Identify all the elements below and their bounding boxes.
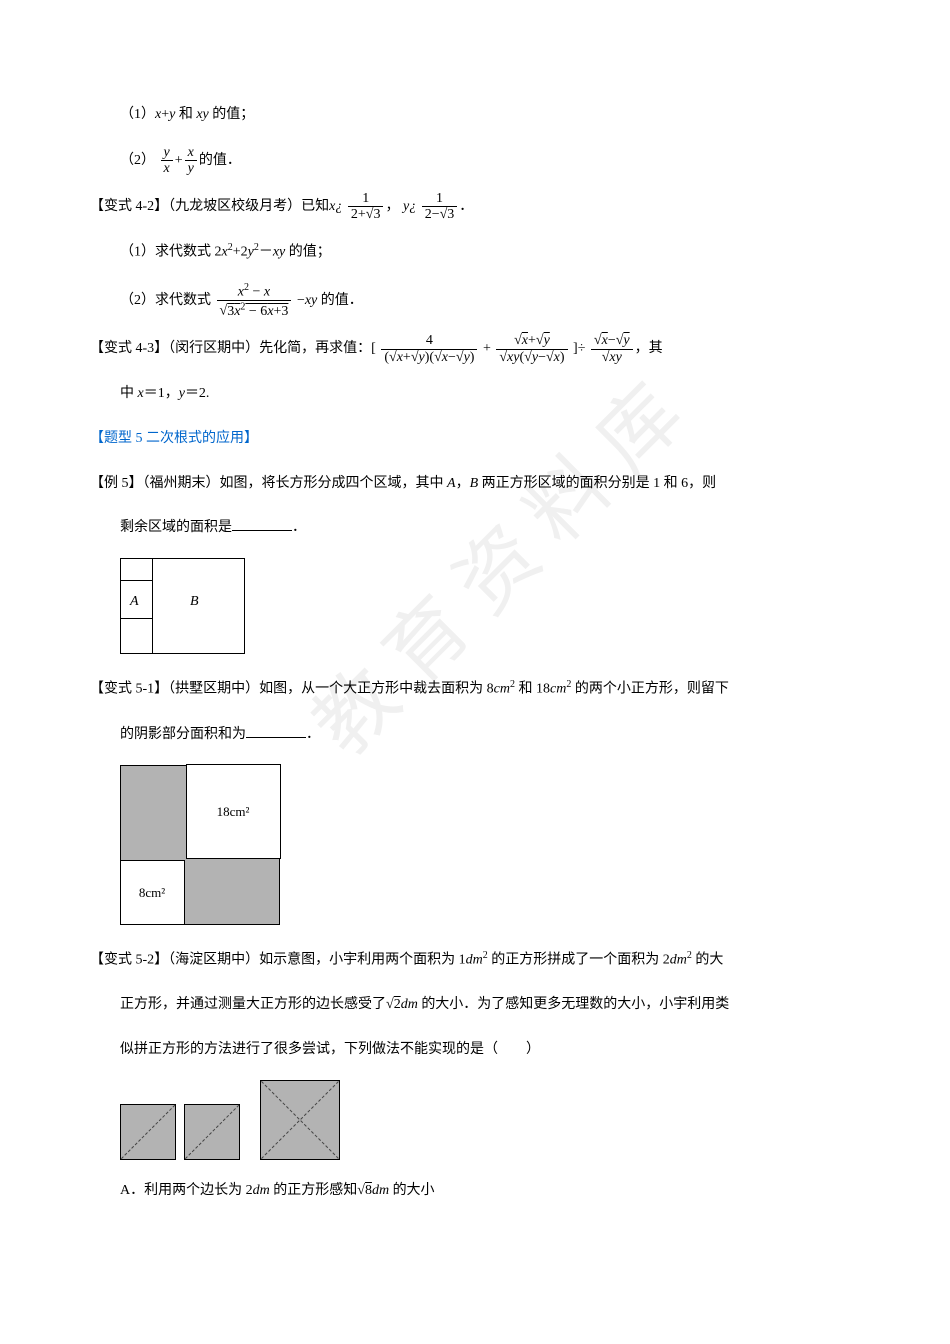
q43-frac1: 4 (√x+√y)(√x−√y) xyxy=(381,333,477,365)
q43-source: （闵行区期中）先化简，再求值： xyxy=(168,341,371,356)
q42-part2: （2）求代数式 x2 − x √3x2 − 6x+3 −xy 的值． xyxy=(90,282,860,319)
ex5-cont: 剩余区域的面积是 ． xyxy=(90,513,860,544)
q43-frac3: √x−√y √xy xyxy=(591,333,633,365)
page-content: （1）x+y 和 xy 的值； （2） y x + x y 的值． 【变式 4-… xyxy=(90,100,860,1206)
q42-comma: ， xyxy=(385,199,399,214)
q42-stem: 【变式 4-2】（九龙坡区校级月考）已知x¿ 1 2+√3 ， y¿ 1 2−√… xyxy=(90,191,860,223)
q1-part2-prefix: （2） xyxy=(120,153,155,168)
q1-part1: （1）x+y 和 xy 的值； xyxy=(90,100,860,131)
figure-q52 xyxy=(120,1080,860,1160)
q42-part1: （1）求代数式 2x2+2y2－xy 的值； xyxy=(90,237,860,268)
q42-frac1-num: 1 xyxy=(348,191,384,207)
q52-label: 【变式 5-2】 xyxy=(90,952,168,967)
q52-line2: 正方形，并通过测量大正方形的边长感受了√2dm 的大小．为了感知更多无理数的大小… xyxy=(90,990,860,1021)
fig3-pair xyxy=(120,1104,240,1160)
fig1-label-a: A xyxy=(130,594,139,610)
fig1-vline xyxy=(152,558,153,654)
q51-cont: 的阴影部分面积和为 ． xyxy=(90,720,860,751)
q42-part2-prefix: （2）求代数式 xyxy=(120,293,211,308)
q51-stem: 【变式 5-1】（拱墅区期中）如图，从一个大正方形中裁去面积为 8cm2 和 1… xyxy=(90,674,860,705)
q42-period: ． xyxy=(459,199,473,214)
ex5-stem: 【例 5】（福州期末）如图，将长方形分成四个区域，其中 A，B 两正方形区域的面… xyxy=(90,469,860,500)
q52-line3: 似拼正方形的方法进行了很多尝试，下列做法不能实现的是（ ） xyxy=(90,1035,860,1066)
blank xyxy=(232,517,292,531)
q43-frac2: √x+√y √xy(√y−√x) xyxy=(496,333,567,365)
figure-q51: 18cm² 8cm² xyxy=(120,765,280,925)
fig3-sq2 xyxy=(184,1104,240,1160)
fig1-hline2 xyxy=(120,618,152,619)
fig3-sq1 xyxy=(120,1104,176,1160)
type5-title: 【题型 5 二次根式的应用】 xyxy=(90,424,860,455)
q43-comma: ，其 xyxy=(635,341,663,356)
q42-frac2: 1 2−√3 xyxy=(422,191,458,223)
q43-label: 【变式 4-3】 xyxy=(90,341,168,356)
q51-label: 【变式 5-1】 xyxy=(90,682,168,697)
frac-x-over-y: x y xyxy=(185,145,197,177)
q43-where: 中 x＝1，y＝2. xyxy=(90,379,860,410)
q42-frac2-num: 1 xyxy=(422,191,458,207)
q51-cont-text: 的阴影部分面积和为 xyxy=(120,727,246,742)
q42-x: x¿ xyxy=(329,199,342,214)
fig2-sq18: 18cm² xyxy=(186,764,281,859)
q42-source: （九龙坡区校级月考）已知 xyxy=(168,199,329,214)
q51-period: ． xyxy=(306,727,320,742)
ex5-label: 【例 5】 xyxy=(90,476,143,491)
ex5-cont-text: 剩余区域的面积是 xyxy=(120,520,232,535)
ex5-period: ． xyxy=(292,520,306,535)
q52-stem: 【变式 5-2】（海淀区期中）如示意图，小宇利用两个面积为 1dm2 的正方形拼… xyxy=(90,945,860,976)
q1-part2: （2） y x + x y 的值． xyxy=(90,145,860,177)
q52-optA: A．利用两个边长为 2dm 的正方形感知√8dm 的大小 xyxy=(90,1176,860,1207)
frac-y-over-x: y x xyxy=(161,145,173,177)
q42-expr-frac: x2 − x √3x2 − 6x+3 xyxy=(217,282,292,319)
fig1-label-b: B xyxy=(190,594,199,610)
q1-part2-suffix: 的值． xyxy=(199,153,241,168)
blank xyxy=(246,724,306,738)
figure-ex5: A B xyxy=(120,558,245,654)
fig2-sq8: 8cm² xyxy=(120,860,185,925)
fig1-hline1 xyxy=(120,580,152,581)
q42-y: y¿ xyxy=(403,199,416,214)
q43-stem: 【变式 4-3】（闵行区期中）先化简，再求值：[ 4 (√x+√y)(√x−√y… xyxy=(90,333,860,365)
q42-frac1: 1 2+√3 xyxy=(348,191,384,223)
fig3-big xyxy=(260,1080,340,1160)
q42-label: 【变式 4-2】 xyxy=(90,199,168,214)
